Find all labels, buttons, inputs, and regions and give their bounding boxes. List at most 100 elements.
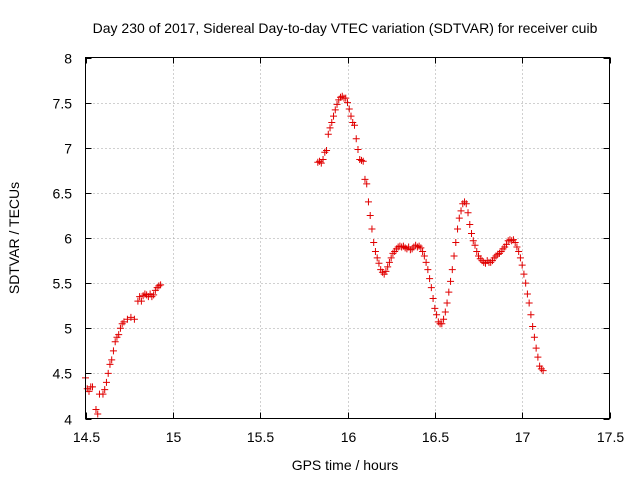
data-point	[127, 313, 135, 321]
data-point	[441, 308, 449, 316]
y-tick-label: 7.5	[53, 96, 73, 112]
data-point	[415, 242, 423, 250]
y-tick-label: 4.5	[53, 366, 73, 382]
data-point	[345, 105, 353, 113]
y-axis-tick-labels: 4 4.5 5 5.5 6 6.5 7 7.5 8	[53, 51, 73, 428]
data-point	[523, 290, 531, 298]
data-point	[371, 248, 379, 256]
data-point	[532, 344, 540, 352]
data-point	[398, 243, 406, 251]
data-point	[461, 198, 469, 206]
data-point	[101, 386, 109, 394]
data-point	[511, 239, 519, 247]
data-point	[525, 299, 533, 307]
data-point	[317, 159, 325, 167]
data-point	[338, 92, 346, 100]
data-point	[473, 248, 481, 256]
data-point	[337, 93, 345, 101]
x-tick-label: 17	[515, 429, 531, 445]
data-point	[422, 258, 430, 266]
y-tick-label: 7	[64, 141, 72, 157]
data-point	[447, 277, 455, 285]
data-point	[440, 315, 448, 323]
data-point	[413, 243, 421, 251]
data-point	[412, 241, 420, 249]
data-point	[344, 99, 351, 107]
data-point	[476, 255, 484, 263]
data-point	[148, 293, 156, 301]
x-tick-label: 14.5	[73, 429, 100, 445]
data-point	[136, 293, 144, 301]
data-point	[384, 263, 392, 271]
data-point	[389, 249, 397, 257]
data-point	[321, 148, 329, 156]
data-point	[539, 367, 547, 375]
data-point	[88, 383, 96, 391]
data-point	[109, 347, 117, 355]
data-point	[508, 237, 516, 245]
data-point	[375, 259, 383, 267]
data-point	[106, 360, 114, 368]
data-point	[420, 252, 428, 260]
data-point	[419, 248, 427, 256]
data-point	[316, 157, 324, 165]
y-tick-label: 6	[64, 231, 72, 247]
data-point	[361, 175, 369, 183]
data-point	[143, 291, 151, 299]
data-point	[363, 180, 371, 188]
data-point	[323, 146, 331, 154]
data-point	[368, 225, 376, 233]
data-point	[130, 315, 138, 323]
data-point	[137, 297, 145, 305]
data-point	[448, 266, 456, 274]
data-point	[527, 311, 535, 319]
data-point	[94, 410, 102, 418]
data-point	[108, 356, 116, 364]
data-point	[359, 157, 367, 165]
data-point	[324, 130, 332, 138]
data-point	[516, 254, 524, 262]
data-point	[522, 279, 530, 287]
data-point	[518, 261, 526, 269]
x-axis-tick-labels: 14.5 15 15.5 16 16.5 17 17.5	[73, 429, 624, 445]
x-tick-label: 16.5	[422, 429, 449, 445]
data-point	[333, 100, 341, 108]
x-axis-title: GPS time / hours	[292, 457, 399, 473]
data-point	[385, 258, 393, 266]
data-point	[104, 369, 112, 377]
y-tick-label: 6.5	[53, 186, 73, 202]
x-tick-label: 15.5	[247, 429, 274, 445]
data-point	[529, 322, 537, 330]
data-point	[490, 254, 498, 262]
data-point	[452, 239, 460, 247]
data-point	[356, 155, 364, 163]
y-axis-title: SDTVAR / TECUs	[6, 182, 22, 294]
data-point	[150, 291, 158, 299]
data-point	[328, 118, 336, 126]
data-point	[429, 294, 437, 302]
y-tick-label: 4	[64, 412, 72, 428]
data-point	[347, 112, 355, 120]
data-point	[466, 220, 474, 228]
data-point	[314, 158, 322, 166]
data-point	[123, 315, 131, 323]
data-points	[82, 92, 547, 418]
data-point	[357, 156, 365, 164]
data-point	[438, 320, 446, 328]
data-point	[331, 106, 339, 114]
data-point	[530, 333, 538, 341]
data-point	[499, 245, 507, 253]
data-point	[116, 324, 124, 332]
data-point	[433, 311, 441, 319]
data-point	[457, 207, 465, 215]
data-point	[450, 252, 458, 260]
data-point	[487, 258, 495, 266]
data-point	[115, 331, 123, 339]
data-point	[464, 209, 472, 217]
data-point	[370, 239, 378, 247]
y-tick-label: 5	[64, 321, 72, 337]
data-point	[462, 200, 470, 208]
data-point	[155, 282, 163, 290]
